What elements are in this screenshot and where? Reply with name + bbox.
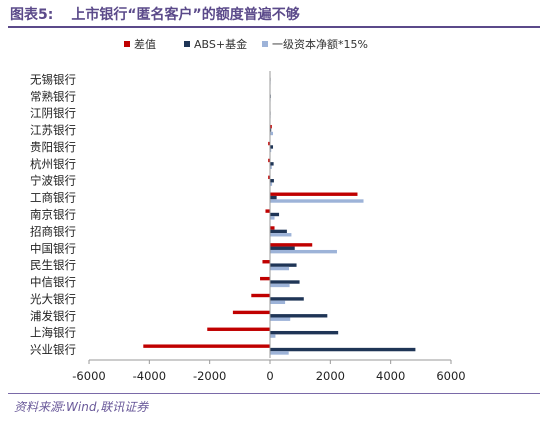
category-label: 工商银行 — [30, 191, 76, 205]
legend-item-1: 差值 — [124, 37, 156, 51]
bar-2-8 — [270, 195, 277, 200]
bar-3-6 — [270, 165, 272, 169]
category-label: 常熟银行 — [30, 89, 76, 103]
category-label: 宁波银行 — [30, 174, 76, 188]
category-label: 江阴银行 — [30, 106, 76, 120]
category-label: 兴业银行 — [30, 343, 76, 357]
bar-2-10 — [270, 229, 287, 234]
bar-2-12 — [270, 263, 297, 267]
category-label: 浦发银行 — [30, 309, 76, 323]
category-label: 无锡银行 — [30, 72, 76, 86]
bar-2-17 — [270, 347, 416, 352]
bar-1-11 — [270, 243, 313, 247]
category-label: 中国银行 — [30, 241, 76, 255]
bar-3-10 — [270, 233, 292, 237]
source-note: 资料来源:Wind,联讯证券 — [14, 400, 149, 414]
x-tick-label: 4000 — [376, 369, 405, 383]
bar-2-5 — [270, 145, 274, 149]
bar-2-13 — [270, 280, 300, 284]
x-tick-label: 2000 — [316, 369, 345, 383]
bar-1-4 — [270, 124, 272, 129]
category-label: 民生银行 — [30, 258, 76, 272]
x-tick-label: 0 — [266, 369, 273, 383]
axes-group: 无锡银行常熟银行江阴银行江苏银行贵阳银行杭州银行宁波银行工商银行南京银行招商银行… — [30, 71, 466, 383]
category-label: 光大银行 — [30, 292, 76, 306]
bar-3-9 — [270, 216, 275, 220]
bar-3-14 — [270, 300, 286, 305]
bar-1-17 — [143, 344, 270, 348]
legend-item-2: ABS+基金 — [184, 37, 247, 51]
title-rule — [8, 26, 540, 28]
bar-2-7 — [270, 179, 274, 183]
category-label: 上海银行 — [30, 326, 76, 340]
bars-group — [143, 74, 416, 355]
chart-title: 图表5: 上市银行“匿名客户”的额度普遍不够 — [10, 4, 300, 24]
bar-1-13 — [260, 276, 270, 281]
bar-1-16 — [207, 327, 270, 331]
category-label: 杭州银行 — [30, 157, 76, 171]
category-label: 招商银行 — [30, 224, 76, 238]
legend-swatch — [184, 41, 190, 47]
bar-1-14 — [251, 293, 270, 298]
bar-3-17 — [270, 351, 289, 355]
legend-label: ABS+基金 — [194, 37, 247, 51]
bar-3-7 — [270, 182, 273, 186]
bar-3-16 — [270, 334, 276, 338]
bar-3-8 — [270, 199, 364, 203]
legend-label: 一级资本净额*15% — [272, 37, 368, 51]
legend-item-3: 一级资本净额*15% — [262, 37, 368, 51]
bar-1-5 — [268, 141, 270, 146]
source-rule — [8, 393, 540, 394]
bar-3-15 — [270, 317, 291, 321]
bar-2-6 — [270, 162, 274, 166]
bar-2-4 — [270, 128, 272, 132]
bar-2-14 — [270, 297, 304, 301]
category-label: 中信银行 — [30, 275, 76, 289]
bar-1-8 — [270, 192, 358, 196]
bar-1-7 — [268, 175, 270, 180]
bar-1-12 — [262, 260, 270, 264]
bar-1-10 — [270, 226, 275, 230]
category-label: 江苏银行 — [30, 123, 76, 137]
category-label: 贵阳银行 — [30, 140, 76, 154]
bar-3-5 — [270, 148, 272, 153]
bar-1-15 — [232, 310, 270, 315]
bar-1-9 — [265, 209, 270, 213]
bar-3-13 — [270, 283, 290, 288]
x-tick-label: -2000 — [193, 369, 226, 383]
figure-title: 上市银行“匿名客户”的额度普遍不够 — [71, 7, 300, 23]
legend-label: 差值 — [134, 37, 156, 51]
x-tick-label: -6000 — [72, 369, 105, 383]
bar-2-11 — [270, 246, 295, 250]
category-label: 南京银行 — [30, 208, 76, 222]
legend-swatch — [262, 41, 268, 47]
bar-3-4 — [270, 131, 274, 136]
figure-label: 图表5: — [10, 7, 54, 23]
bar-3-11 — [270, 249, 337, 254]
x-tick-label: 6000 — [436, 369, 465, 383]
legend-swatch — [124, 41, 130, 47]
x-tick-label: -4000 — [133, 369, 166, 383]
bar-2-9 — [270, 212, 280, 217]
bar-2-16 — [270, 330, 339, 335]
bar-2-15 — [270, 314, 328, 318]
legend: 差值 ABS+基金 一级资本净额*15% — [124, 37, 368, 51]
bar-1-6 — [268, 158, 270, 163]
bar-3-12 — [270, 266, 290, 271]
